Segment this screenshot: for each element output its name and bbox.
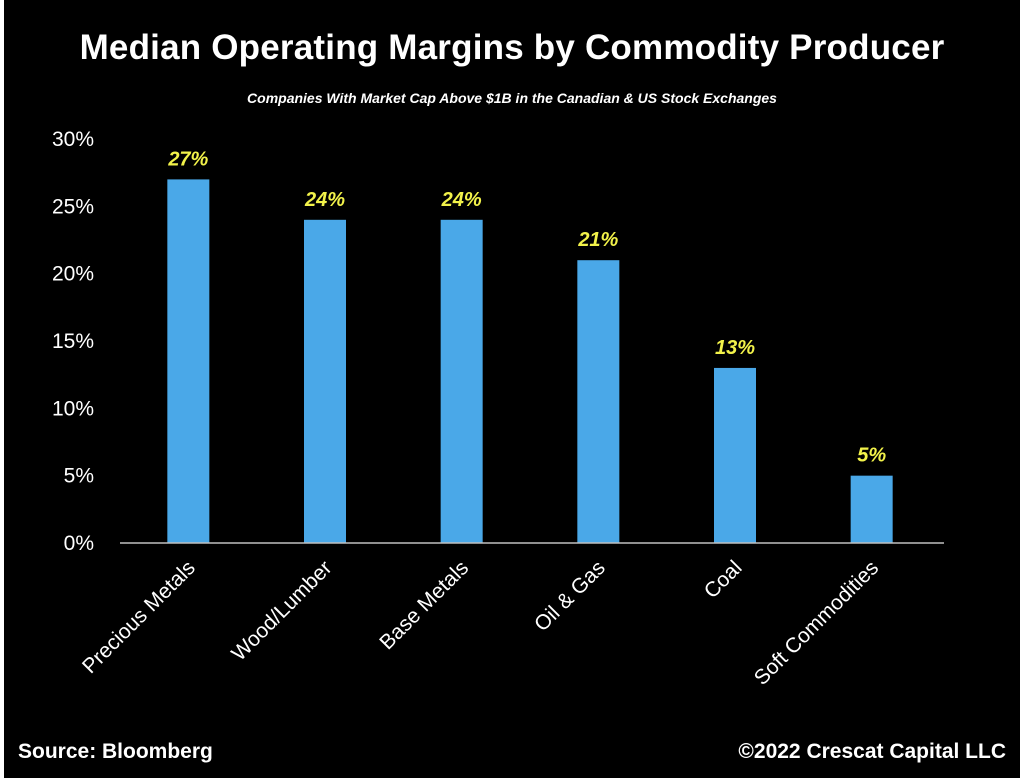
category-label: Oil & Gas (530, 556, 610, 636)
bars (167, 179, 893, 544)
source-note: Source: Bloomberg (18, 740, 213, 763)
chart-title: Median Operating Margins by Commodity Pr… (79, 28, 945, 67)
y-tick-label: 10% (52, 397, 94, 420)
y-axis-ticks: 0% 5% 10% 15% 20% 25% 30% (52, 128, 94, 555)
y-tick-label: 30% (52, 128, 94, 151)
data-label: 21% (577, 229, 618, 251)
data-label: 27% (167, 148, 208, 170)
category-label: Precious Metals (78, 556, 200, 678)
category-label: Soft Commodities (750, 556, 883, 689)
data-labels: 27% 24% 24% 21% 13% 5% (167, 148, 886, 466)
category-label: Base Metals (375, 556, 473, 654)
data-label: 24% (304, 189, 345, 211)
chart-subtitle: Companies With Market Cap Above $1B in t… (247, 90, 777, 106)
chart-panel: Median Operating Margins by Commodity Pr… (4, 0, 1020, 778)
data-label: 24% (441, 189, 482, 211)
category-label: Coal (700, 556, 747, 603)
bar-chart: 0% 5% 10% 15% 20% 25% 30% 27% 24% 24% 21% 13% 5% Pr… (52, 128, 944, 690)
data-label: 5% (857, 445, 886, 467)
bar (167, 179, 210, 543)
bar (440, 219, 483, 544)
y-tick-label: 20% (52, 263, 94, 286)
category-label: Wood/Lumber (227, 556, 336, 665)
y-tick-label: 15% (52, 330, 94, 353)
bar (577, 260, 620, 543)
bar (850, 475, 893, 543)
copyright-note: ©2022 Crescat Capital LLC (738, 740, 1006, 763)
bar (304, 219, 346, 544)
y-tick-label: 25% (52, 195, 94, 218)
y-tick-label: 0% (64, 532, 94, 555)
bar (714, 367, 756, 543)
category-labels: Precious Metals Wood/Lumber Base Metals Oil… (78, 556, 883, 689)
y-tick-label: 5% (64, 465, 94, 488)
data-label: 13% (715, 337, 755, 359)
